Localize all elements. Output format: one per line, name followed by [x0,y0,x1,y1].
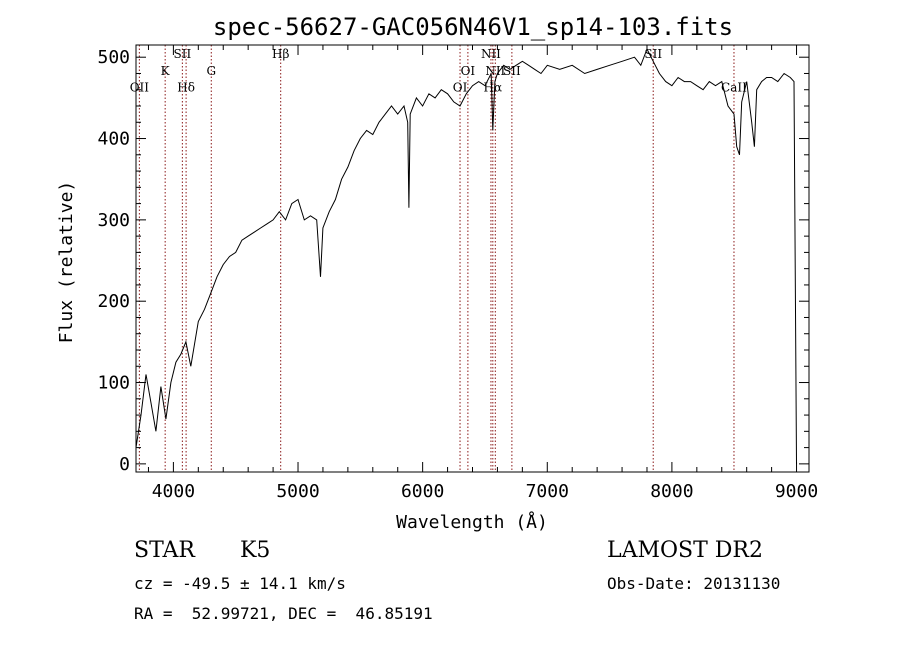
spectral-line-label: Hδ [177,80,195,94]
object-class: STAR [134,538,195,563]
x-tick-label: 4000 [152,481,195,502]
x-axis-label: Wavelength (Å) [396,511,548,533]
coordinates: RA = 52.99721, DEC = 46.85191 [134,604,433,623]
spectral-line-label: G [206,64,216,78]
y-tick-label: 300 [97,210,130,231]
y-axis-label: Flux (relative) [56,181,77,344]
y-tick-label: 100 [97,373,130,394]
x-tick-label: 8000 [650,481,693,502]
chart-title: spec-56627-GAC056N46V1_sp14-103.fits [213,13,733,41]
survey-name: LAMOST DR2 [607,538,763,563]
axis-ticks-layer: 4000 5000 6000 7000 8000 9000 0 100 200 300 400 500 [97,45,818,502]
y-tick-label: 200 [97,291,130,312]
y-tick-label: 500 [97,47,130,68]
object-subclass: K5 [240,538,271,563]
spectral-line-label: OI [453,80,468,94]
spectral-line-label: OII [130,80,150,94]
spectral-line-label: SII [644,47,662,61]
spectral-line-label: K [161,64,171,78]
spectral-line-label: CaII [721,80,747,94]
x-tick-label: 9000 [775,481,818,502]
spectral-line-label: SII [174,47,192,61]
spectrum-line [135,47,797,464]
obs-date: Obs-Date: 20131130 [607,574,781,593]
y-tick-label: 400 [97,129,130,150]
redshift-cz: cz = -49.5 ± 14.1 km/s [134,574,346,593]
x-tick-label: 6000 [401,481,444,502]
spectral-line-label: Hβ [272,47,289,61]
x-tick-label: 5000 [276,481,319,502]
plot-frame [135,44,810,473]
spectral-line-label: Hα [484,80,503,94]
x-tick-label: 7000 [526,481,569,502]
spectral-line-label: NII [481,47,501,61]
spectral-line-label: OI [461,64,476,78]
y-tick-label: 0 [119,454,130,475]
